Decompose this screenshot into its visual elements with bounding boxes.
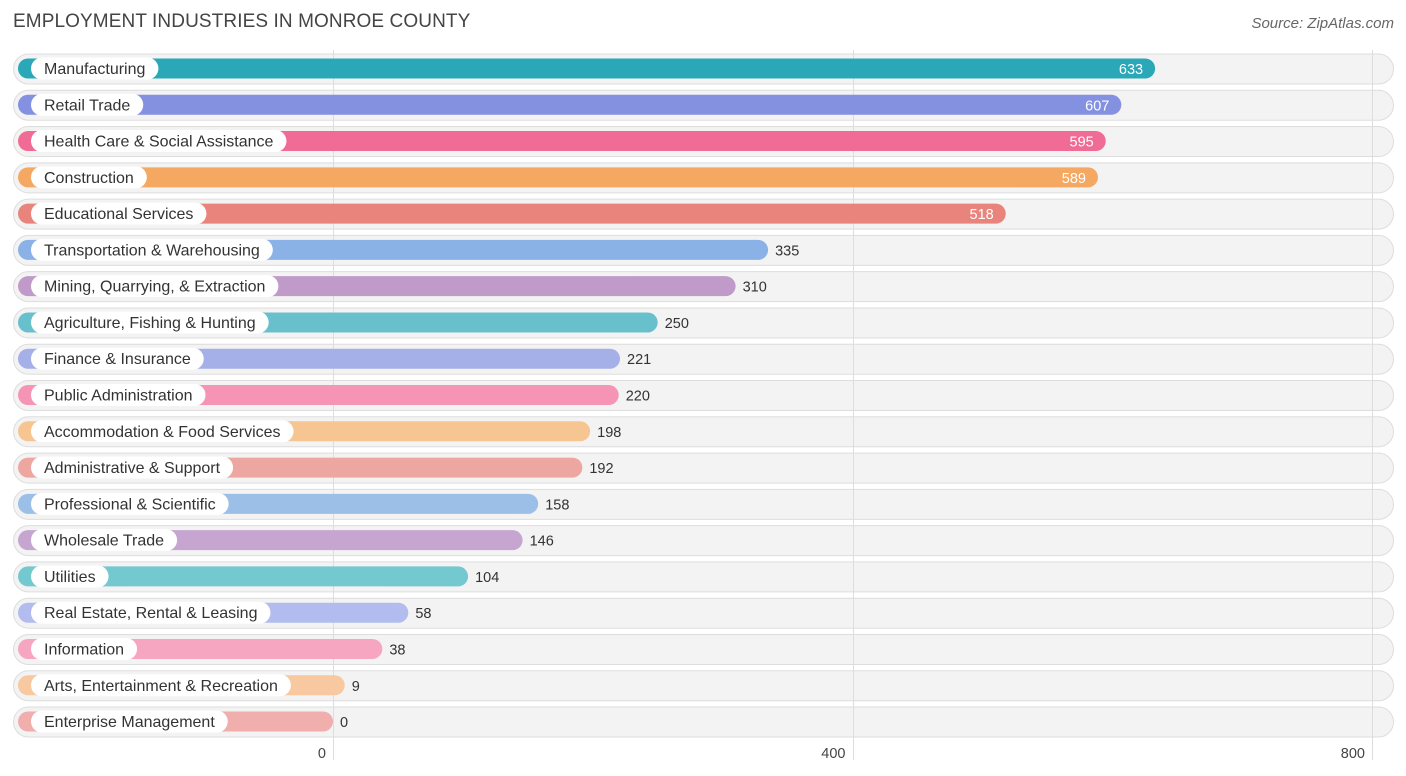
bar-row[interactable]: Enterprise Management 0 [18, 710, 348, 733]
bar-label-pill [31, 565, 109, 588]
bar-label-pill [31, 674, 291, 697]
source-note: Source: ZipAtlas.com [1251, 15, 1394, 32]
bar-row[interactable]: Professional & Scientific 158 [18, 492, 569, 515]
bar[interactable] [18, 131, 1106, 152]
bar-label: Professional & Scientific [44, 496, 216, 513]
bar[interactable] [18, 566, 469, 587]
bar-value: 607 [1085, 98, 1109, 114]
bar-label-pill [31, 492, 229, 515]
bar-label-pill [31, 275, 279, 298]
bar-value: 220 [626, 389, 650, 405]
bar-row[interactable]: Utilities 104 [18, 565, 499, 588]
bar-value: 518 [970, 207, 994, 223]
bar-value: 633 [1119, 62, 1143, 78]
bar-row[interactable]: Wholesale Trade 146 [18, 529, 554, 552]
bar-label: Public Administration [44, 388, 193, 405]
bar-row[interactable]: Administrative & Support 192 [18, 456, 614, 479]
bar-value: 58 [415, 606, 431, 622]
bar-label: Wholesale Trade [44, 533, 164, 550]
bar-value: 104 [475, 570, 499, 586]
bar-value: 310 [743, 280, 767, 296]
bar-label: Enterprise Management [44, 714, 215, 731]
bar-label-pill [31, 130, 287, 153]
bar-row[interactable]: Agriculture, Fishing & Hunting 250 [18, 311, 689, 334]
bar-label-pill [31, 637, 138, 660]
bar-label-pill [31, 57, 159, 80]
bar-value: 595 [1070, 135, 1094, 151]
bar-row[interactable]: Retail Trade 607 [18, 93, 1122, 116]
bar-value: 250 [665, 316, 689, 332]
bar-value: 9 [352, 679, 360, 695]
x-tick-label: 0 [318, 746, 326, 762]
bar-label-pill [31, 456, 234, 479]
bar-label: Information [44, 641, 124, 658]
bar-label-pill [31, 311, 269, 334]
bar-label-pill [31, 601, 271, 624]
x-axis-ticks: 0 400 800 [318, 746, 1365, 762]
bars: Manufacturing 633 Retail Trade 607 Health Ca… [18, 57, 1156, 733]
bar-row[interactable]: Manufacturing 633 [18, 57, 1156, 80]
bar-row[interactable]: Real Estate, Rental & Leasing 58 [18, 601, 431, 624]
bar-value: 38 [389, 642, 405, 658]
bar-row[interactable]: Information 38 [18, 637, 405, 660]
bar-value: 146 [530, 534, 554, 550]
bar-label-pill [31, 202, 207, 225]
bar-label-pill [31, 347, 204, 370]
bar[interactable] [18, 167, 1098, 188]
bar-label: Real Estate, Rental & Leasing [44, 605, 257, 622]
bar-label: Construction [44, 170, 134, 187]
bar-value: 158 [545, 497, 569, 513]
row-track [13, 670, 1394, 702]
bar-label-pill [31, 384, 206, 407]
bar-row[interactable]: Arts, Entertainment & Recreation 9 [18, 674, 360, 697]
bar-label: Health Care & Social Assistance [44, 134, 274, 151]
bar-value: 198 [597, 425, 621, 441]
bar-label: Agriculture, Fishing & Hunting [44, 315, 256, 332]
bar[interactable] [18, 203, 1006, 224]
bar-value: 192 [589, 461, 613, 477]
bar-label: Manufacturing [44, 61, 145, 78]
bar[interactable] [18, 58, 1156, 79]
bar-label: Mining, Quarrying, & Extraction [44, 279, 265, 296]
bar-row[interactable]: Public Administration 220 [18, 384, 650, 407]
bar-label-pill [31, 420, 294, 443]
bar[interactable] [18, 94, 1122, 115]
row-track [13, 706, 1394, 738]
bar-row[interactable]: Construction 589 [18, 166, 1098, 189]
bar-value: 221 [627, 352, 651, 368]
bar-label-pill [31, 166, 147, 189]
x-tick-label: 400 [821, 746, 845, 762]
bar-value: 589 [1062, 171, 1086, 187]
bar-row[interactable]: Accommodation & Food Services 198 [18, 420, 621, 443]
bar-label: Educational Services [44, 206, 193, 223]
bar-label: Transportation & Warehousing [44, 242, 260, 259]
bar-label-pill [31, 238, 273, 261]
bar-label: Utilities [44, 569, 96, 586]
bar-row[interactable]: Mining, Quarrying, & Extraction 310 [18, 275, 767, 298]
bar-label-pill [31, 529, 178, 552]
bar-label: Accommodation & Food Services [44, 424, 281, 441]
chart-title: EMPLOYMENT INDUSTRIES IN MONROE COUNTY [13, 11, 471, 32]
bar-label: Retail Trade [44, 97, 130, 114]
bar-value: 335 [775, 243, 799, 259]
x-tick-label: 800 [1341, 746, 1365, 762]
bar-row[interactable]: Educational Services 518 [18, 202, 1006, 225]
bar-row[interactable]: Transportation & Warehousing 335 [18, 238, 799, 261]
bar-row[interactable]: Health Care & Social Assistance 595 [18, 130, 1106, 153]
bar-label-pill [31, 93, 144, 116]
bar-label-pill [31, 710, 228, 733]
bar-label: Arts, Entertainment & Recreation [44, 678, 278, 695]
bar-value: 0 [340, 715, 348, 731]
bar-row[interactable]: Finance & Insurance 221 [18, 347, 651, 370]
bar-label: Administrative & Support [44, 460, 221, 477]
bar-label: Finance & Insurance [44, 351, 191, 368]
